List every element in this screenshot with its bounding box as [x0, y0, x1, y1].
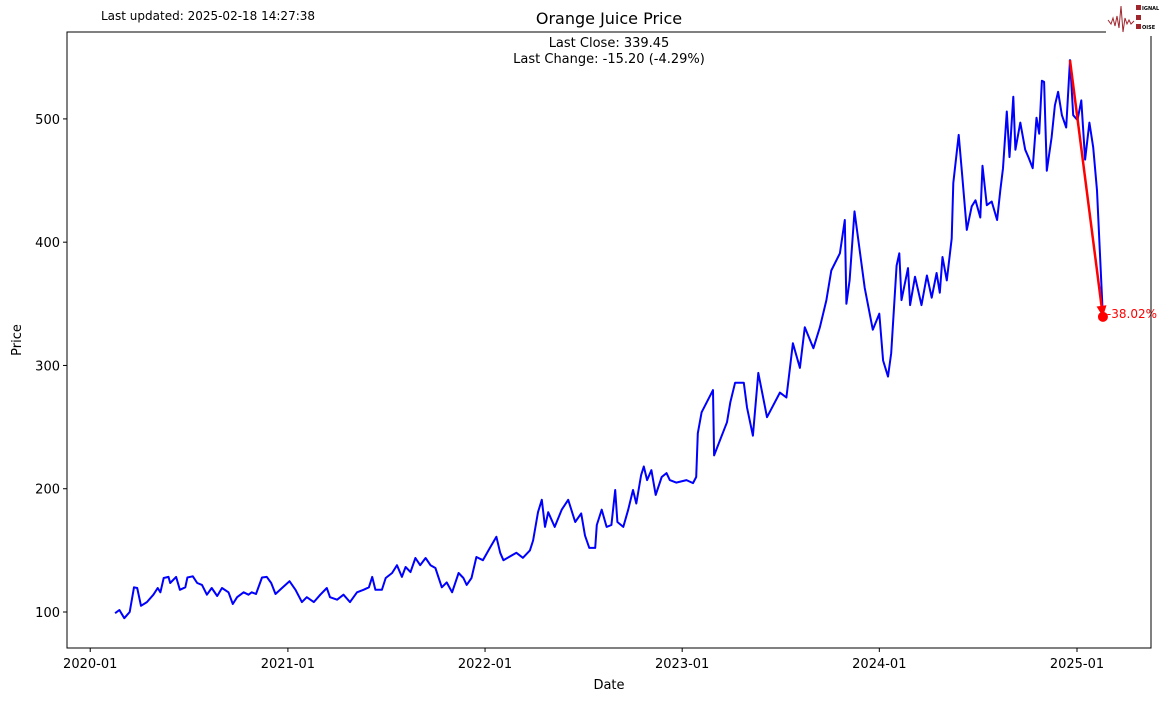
change-arrow-head: [1096, 305, 1107, 317]
y-tick-label: 400: [35, 236, 60, 251]
svg-text:IGNAL: IGNAL: [1142, 6, 1160, 12]
x-axis-label: Date: [593, 678, 624, 693]
y-tick-label: 200: [35, 483, 60, 498]
x-tick-label: 2025-01: [1050, 657, 1104, 672]
chart-title: Orange Juice Price: [536, 9, 682, 28]
price-series-line: [114, 59, 1104, 620]
x-tick-label: 2020-01: [63, 657, 117, 672]
axes-frame: [66, 31, 1152, 649]
y-axis-ticks: 100 200 300 400 500: [35, 113, 67, 621]
x-tick-label: 2023-01: [655, 657, 709, 672]
y-tick-label: 100: [35, 606, 60, 621]
plot-layer: -38.02%: [114, 59, 1157, 620]
last-updated-text: Last updated: 2025-02-18 14:27:38: [101, 9, 315, 23]
y-tick-label: 500: [35, 113, 60, 128]
y-axis-label: Price: [10, 324, 25, 356]
change-percent-label: -38.02%: [1107, 307, 1157, 321]
last-close-marker: [1097, 311, 1108, 322]
signal-2-noise-logo: IGNAL OISE: [1106, 2, 1162, 36]
x-axis-ticks: 2020-01 2021-01 2022-01 2023-01 2024-01 2025-…: [63, 648, 1104, 672]
x-tick-label: 2024-01: [852, 657, 906, 672]
last-close-text: Last Close: 339.45: [549, 36, 670, 51]
x-tick-label: 2022-01: [458, 657, 512, 672]
x-tick-label: 2021-01: [261, 657, 315, 672]
svg-text:OISE: OISE: [1142, 25, 1156, 31]
logo-icon: IGNAL OISE: [1107, 5, 1160, 33]
y-tick-label: 300: [35, 359, 60, 374]
last-change-text: Last Change: -15.20 (-4.29%): [513, 52, 705, 67]
change-arrow-line: [1068, 59, 1103, 307]
